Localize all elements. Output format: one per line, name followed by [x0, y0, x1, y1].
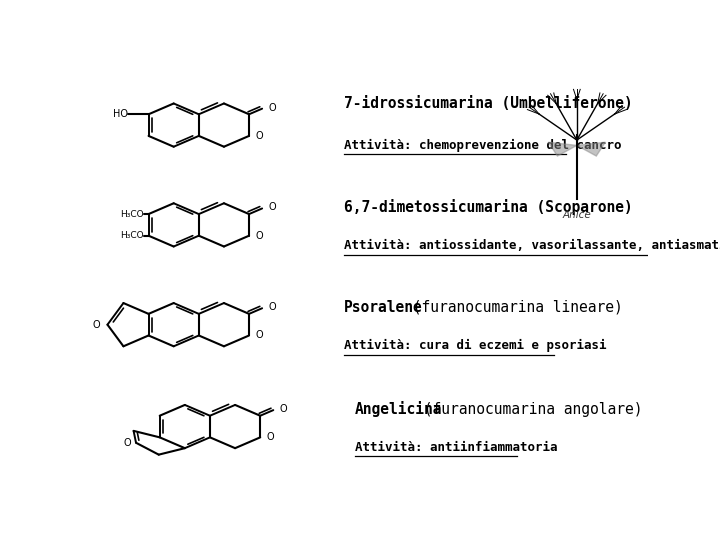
Text: Attività: antiinfiammatoria: Attività: antiinfiammatoria	[355, 441, 557, 454]
Text: Attività: chemoprevenzione del cancro: Attività: chemoprevenzione del cancro	[344, 139, 621, 152]
Text: H₃CO: H₃CO	[120, 210, 143, 219]
Text: O: O	[124, 438, 131, 448]
Text: Angelicina: Angelicina	[355, 401, 443, 417]
Text: Attività: cura di eczemi e psoriasi: Attività: cura di eczemi e psoriasi	[344, 339, 606, 352]
Text: O: O	[256, 330, 263, 341]
Text: O: O	[269, 103, 276, 112]
Text: O: O	[269, 302, 276, 312]
Text: 6,7-dimetossicumarina (Scoparone): 6,7-dimetossicumarina (Scoparone)	[344, 199, 633, 215]
Text: O: O	[256, 231, 263, 241]
Text: HO: HO	[112, 109, 127, 119]
Text: O: O	[93, 320, 100, 330]
Text: O: O	[256, 131, 263, 141]
Text: O: O	[269, 202, 276, 212]
Text: O: O	[266, 433, 274, 442]
Text: Attività: antiossidante, vasorilassante, antiasmatico: Attività: antiossidante, vasorilassante,…	[344, 239, 720, 252]
Text: O: O	[279, 404, 287, 414]
Text: H₃CO: H₃CO	[120, 231, 143, 240]
Text: Psoralene: Psoralene	[344, 300, 423, 315]
Text: (furanocumarina lineare): (furanocumarina lineare)	[404, 300, 623, 315]
Text: 7-idrossicumarina (Umbelliferone): 7-idrossicumarina (Umbelliferone)	[344, 96, 633, 111]
Text: (furanocumarina angolare): (furanocumarina angolare)	[415, 402, 643, 416]
